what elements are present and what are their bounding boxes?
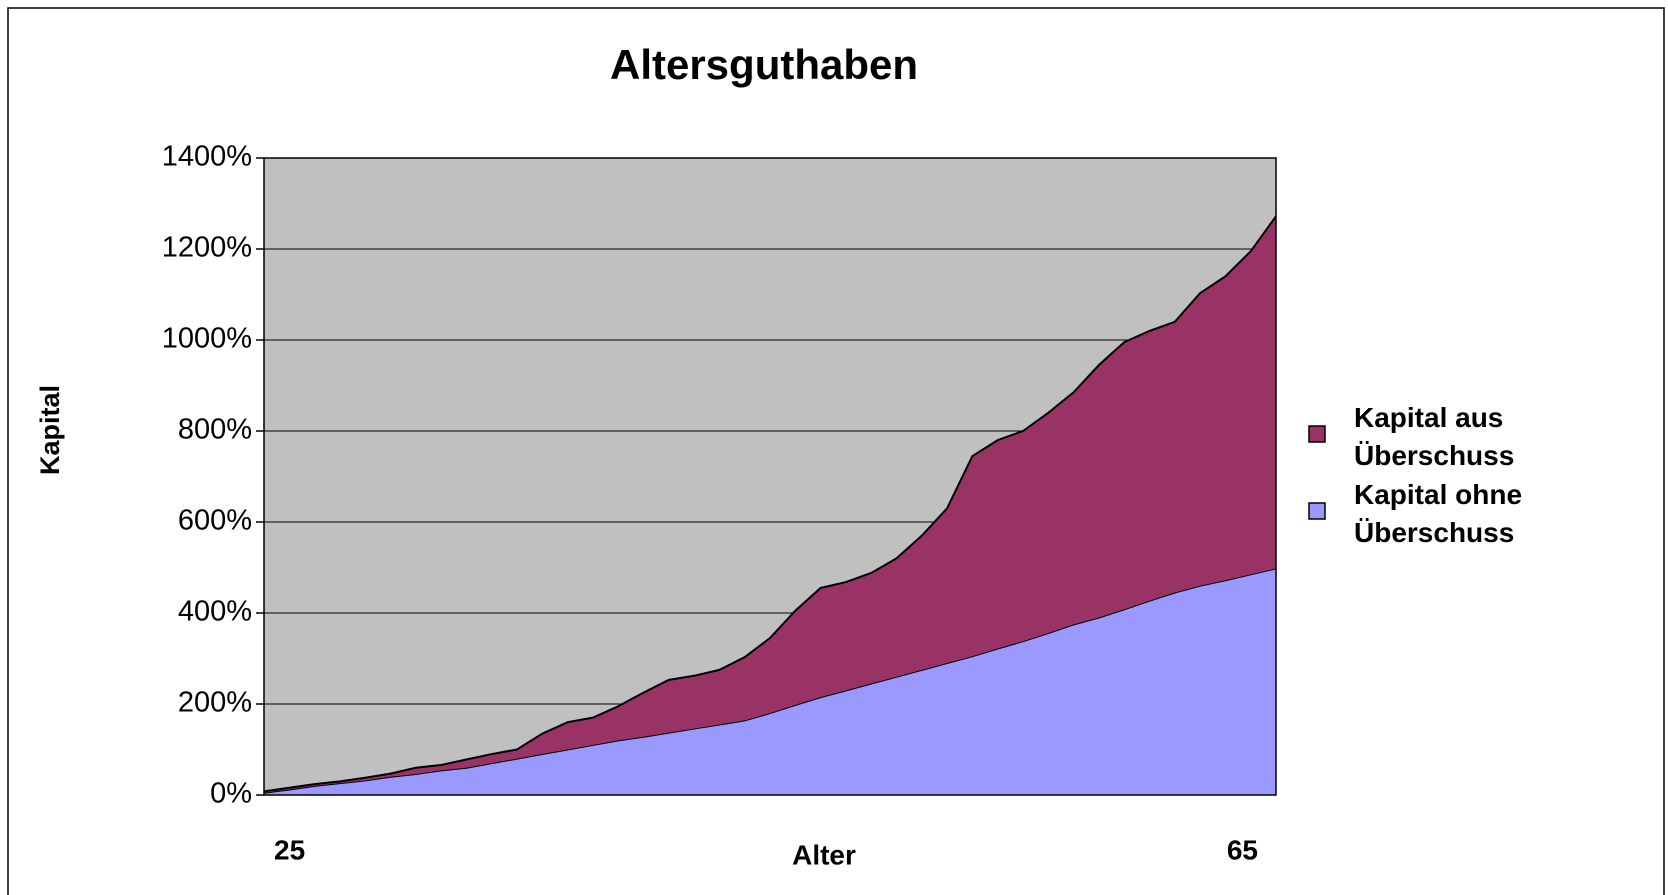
y-tick-label: 1200%: [162, 232, 252, 264]
legend-swatch: [1308, 425, 1326, 443]
y-tick-label: 600%: [178, 505, 252, 537]
x-tick-label: 65: [1227, 834, 1258, 865]
legend-label-line: Überschuss: [1354, 440, 1514, 471]
legend-label-line: Kapital ohne: [1354, 479, 1522, 510]
area-outline: [263, 215, 1277, 793]
x-tick-label: 25: [274, 834, 305, 865]
legend-label: Kapital ohne Überschuss: [1354, 479, 1522, 548]
y-tick-label: 1000%: [162, 323, 252, 355]
legend-label: Kapital aus Überschuss: [1354, 402, 1514, 471]
legend-swatch: [1308, 502, 1326, 520]
chart-title: Altersguthaben: [610, 41, 918, 88]
y-tick-label: 800%: [178, 414, 252, 446]
legend-label-line: Überschuss: [1354, 517, 1514, 548]
legend-label-line: Kapital aus: [1354, 402, 1503, 433]
y-tick-label: 0%: [210, 778, 252, 810]
y-tick-label: 200%: [178, 687, 252, 719]
y-axis-label: Kapital: [35, 385, 65, 475]
y-tick-label: 400%: [178, 596, 252, 628]
area: [264, 568, 1276, 795]
y-tick-label: 1400%: [162, 141, 252, 173]
x-axis-label: Alter: [792, 839, 856, 870]
area: [264, 216, 1276, 793]
plot-border: [263, 157, 1277, 796]
